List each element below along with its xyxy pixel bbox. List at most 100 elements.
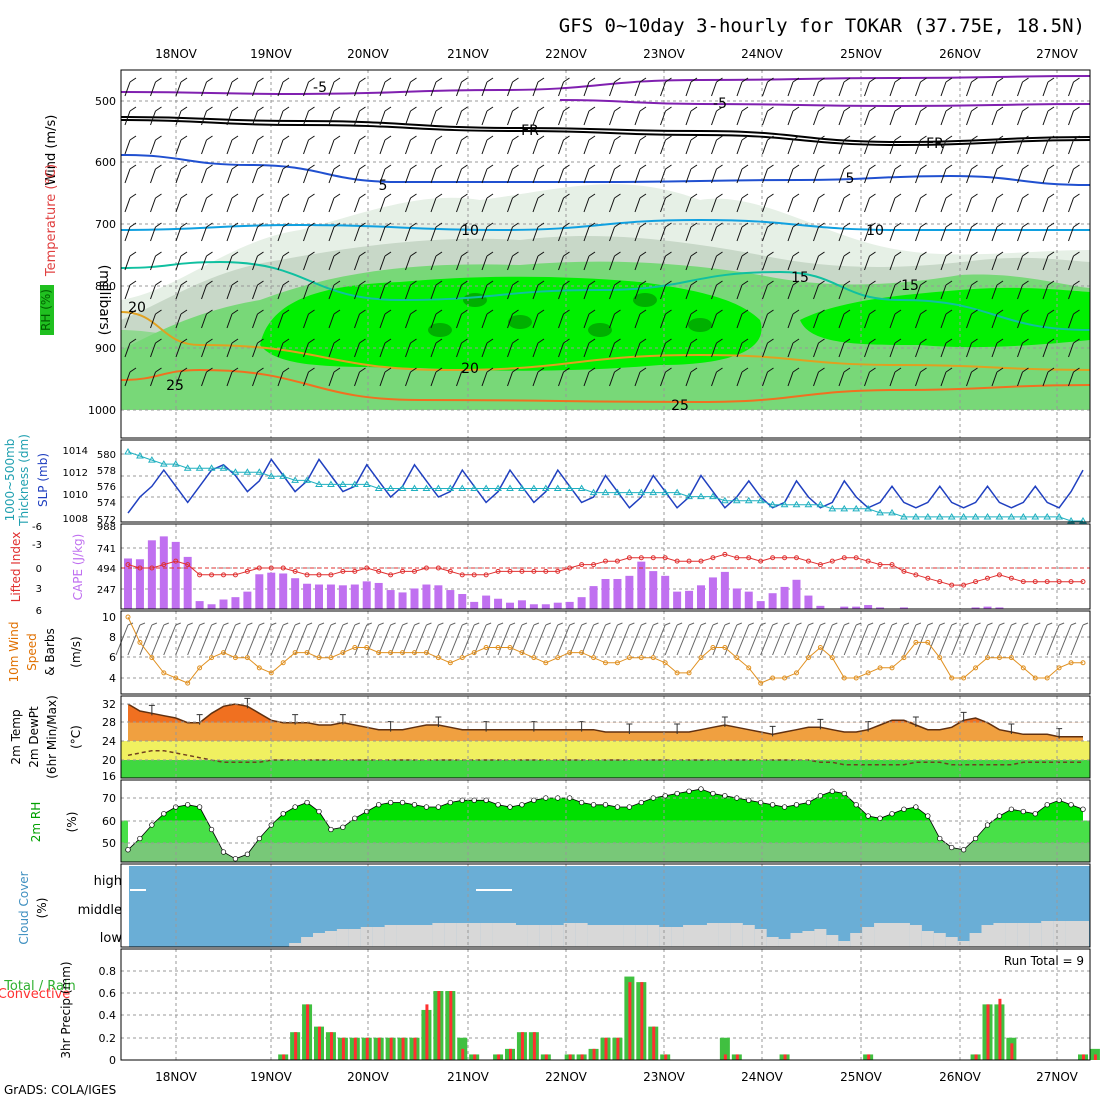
wind-barb-flag xyxy=(1073,309,1080,315)
wind-barb xyxy=(1042,139,1049,155)
wind-barb-flag xyxy=(180,367,188,373)
wind-barb xyxy=(889,284,896,300)
axis-label-lifted: Lifted Index xyxy=(9,532,23,603)
wind-barb xyxy=(277,168,284,184)
lifted-marker xyxy=(352,568,358,574)
wind-barb xyxy=(430,226,437,242)
wind-barb-flag xyxy=(894,222,902,228)
thickness-marker xyxy=(935,512,944,520)
wind-barb xyxy=(303,226,309,242)
wind-barb-flag xyxy=(971,193,978,199)
wind-barb-flag xyxy=(231,164,239,170)
y-tick-label-cape: 494 xyxy=(97,564,116,575)
temp-contour-25 xyxy=(120,368,1091,404)
wind-barb-flag xyxy=(563,106,570,112)
wind-barb xyxy=(609,342,615,358)
cloud-low xyxy=(336,929,349,947)
wind-barb-flag xyxy=(435,164,443,170)
wind-barb-flag xyxy=(832,622,838,626)
wind-barb xyxy=(1042,168,1049,184)
wind-barb xyxy=(175,255,182,271)
precip-convective-bar xyxy=(532,1032,536,1060)
wind-barb xyxy=(915,139,921,155)
wind-barb xyxy=(405,197,411,213)
wind-barb xyxy=(294,624,308,656)
wind-barb-flag xyxy=(1058,622,1065,626)
lifted-marker xyxy=(232,572,238,578)
rh-marker xyxy=(447,799,453,806)
cloud-level-label: high xyxy=(94,874,122,889)
wind-barb xyxy=(124,342,131,358)
wind-barb-flag xyxy=(461,251,468,257)
rh-marker xyxy=(376,802,382,808)
wind-barb xyxy=(583,226,590,242)
cloud-low xyxy=(480,923,493,947)
lifted-marker xyxy=(638,555,644,561)
wind-barb xyxy=(940,371,947,387)
wind-barb xyxy=(405,342,411,358)
cloud-low xyxy=(599,925,612,947)
wind-barb-flag xyxy=(486,106,494,112)
temp-contour--5 xyxy=(120,75,1091,96)
cape-bar xyxy=(124,558,132,609)
wind-barb-flag xyxy=(784,622,790,626)
lifted-marker xyxy=(662,555,668,561)
y-tick-label: 28 xyxy=(102,716,116,729)
wind-barb-flag xyxy=(461,135,468,141)
wind-marker xyxy=(770,675,776,681)
wind-barb-flag xyxy=(231,222,239,228)
wind-barb-flag xyxy=(384,280,392,286)
wind-barb-flag xyxy=(384,135,392,141)
wind-barb-flag xyxy=(359,135,366,141)
minmax-bar xyxy=(148,704,155,716)
lifted-marker xyxy=(1032,579,1038,585)
lifted-marker xyxy=(197,572,203,578)
y-tick-label: 574 xyxy=(97,498,116,509)
wind-barb-flag xyxy=(996,222,1004,228)
wind-barb-flag xyxy=(486,280,494,286)
wind-barb xyxy=(277,342,284,358)
rh-marker xyxy=(220,849,227,855)
wind-barb xyxy=(430,81,437,97)
wind-barb xyxy=(252,342,258,358)
cape-bar xyxy=(541,604,550,609)
wind-barb-flag xyxy=(486,222,494,228)
wind-barb xyxy=(303,110,309,126)
wind-barb xyxy=(940,197,947,213)
wind-barb xyxy=(787,255,794,271)
cloud-low xyxy=(384,925,397,947)
wind-barb xyxy=(226,197,233,213)
lifted-marker xyxy=(985,575,990,581)
lifted-marker xyxy=(841,555,847,561)
rh-marker xyxy=(196,804,203,810)
wind-barb-flag xyxy=(537,193,545,199)
wind-barb xyxy=(787,371,794,387)
wind-barb xyxy=(252,168,258,184)
contour-label: -5 xyxy=(713,96,727,112)
wind-marker xyxy=(161,670,167,676)
rh-marker xyxy=(972,835,979,842)
wind-barb xyxy=(379,81,386,97)
wind-barb xyxy=(150,139,156,155)
wind-barb-flag xyxy=(716,222,723,228)
wind-barb xyxy=(354,226,360,242)
wind-barb xyxy=(685,226,692,242)
wind-barb-flag xyxy=(951,622,957,626)
thickness-marker xyxy=(1055,512,1064,520)
date-label: 19NOV xyxy=(250,47,292,61)
precip-convective-bar xyxy=(652,1026,656,1060)
wind-barb xyxy=(986,624,1000,656)
wind-barb xyxy=(1058,624,1072,656)
lifted-marker xyxy=(961,582,967,588)
wind-barb xyxy=(461,624,475,656)
wind-barb-flag xyxy=(792,338,800,344)
wind-barb-flag xyxy=(257,309,264,315)
panel-frame xyxy=(120,695,1091,779)
wind-barb-flag xyxy=(690,193,698,199)
wind-barb xyxy=(1017,371,1023,387)
wind-marker xyxy=(817,645,823,650)
cape-bar xyxy=(494,598,503,609)
cloud-low xyxy=(993,923,1006,947)
wind-barb-flag xyxy=(641,622,647,626)
